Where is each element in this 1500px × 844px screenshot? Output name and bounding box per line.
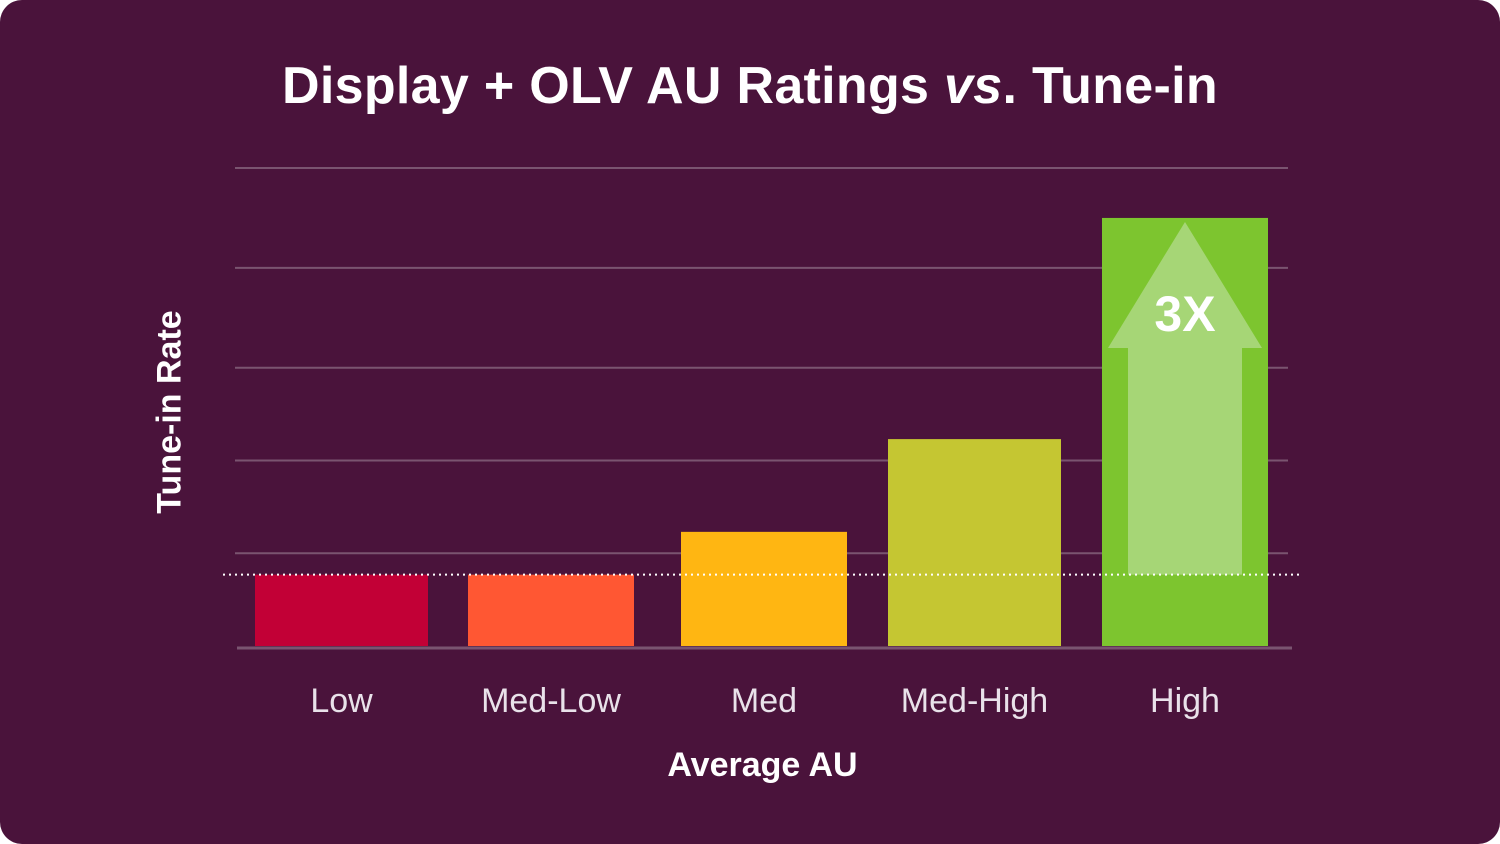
- tick-label-low: Low: [310, 682, 373, 720]
- bar-med-high: [888, 439, 1061, 646]
- up-arrow-icon: [1108, 221, 1262, 575]
- tick-label-high: High: [1150, 682, 1220, 720]
- bar-med: [681, 531, 847, 646]
- title-part-1: Display + OLV AU Ratings: [282, 57, 945, 115]
- tick-label-med-high: Med-High: [901, 682, 1048, 720]
- bar-low: [255, 574, 428, 646]
- title-part-2: . Tune-in: [1002, 57, 1218, 115]
- chart-title: Display + OLV AU Ratings vs. Tune-in: [0, 56, 1500, 116]
- tick-label-med: Med: [731, 682, 797, 720]
- x-axis-label: Average AU: [667, 746, 858, 784]
- multiplier-label: 3X: [1154, 286, 1215, 342]
- title-part-vs: vs: [944, 57, 1003, 115]
- tick-label-med-low: Med-Low: [481, 682, 621, 720]
- bar-med-low: [468, 574, 634, 646]
